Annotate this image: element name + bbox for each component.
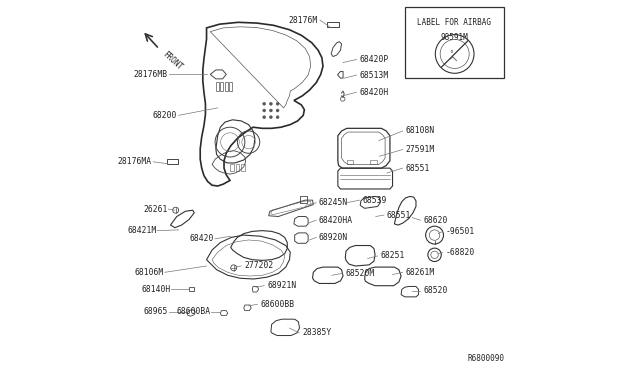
Bar xyxy=(236,164,239,171)
Text: 68420HA: 68420HA xyxy=(319,216,353,225)
Text: LABEL FOR AIRBAG: LABEL FOR AIRBAG xyxy=(417,18,492,27)
Text: 68106M: 68106M xyxy=(134,268,164,277)
Text: 68251: 68251 xyxy=(381,251,405,260)
Text: 68421M: 68421M xyxy=(127,226,156,235)
Text: 277202: 277202 xyxy=(244,262,273,270)
Circle shape xyxy=(276,109,279,112)
Text: 68420: 68420 xyxy=(189,234,214,243)
Bar xyxy=(370,160,376,164)
Text: 68620: 68620 xyxy=(424,216,448,225)
Circle shape xyxy=(276,116,279,119)
Bar xyxy=(230,164,234,171)
Circle shape xyxy=(269,109,273,112)
Text: 68551: 68551 xyxy=(387,211,412,219)
Bar xyxy=(225,82,228,91)
Bar xyxy=(216,82,219,91)
Circle shape xyxy=(269,102,273,105)
Text: 28176MA: 28176MA xyxy=(118,157,152,166)
Text: 68261M: 68261M xyxy=(406,268,435,277)
Text: 28385Y: 28385Y xyxy=(302,328,332,337)
Text: 68245N: 68245N xyxy=(319,198,348,207)
Text: 68920N: 68920N xyxy=(319,233,348,242)
Text: 68108N: 68108N xyxy=(406,126,435,135)
Bar xyxy=(220,82,223,91)
Text: 68600BB: 68600BB xyxy=(260,300,294,309)
Circle shape xyxy=(269,116,273,119)
Text: 68140H: 68140H xyxy=(141,285,170,294)
Circle shape xyxy=(262,116,266,119)
Text: R6800090: R6800090 xyxy=(467,354,504,363)
Text: 68420H: 68420H xyxy=(359,88,388,97)
Text: -96501: -96501 xyxy=(445,227,475,236)
Bar xyxy=(405,7,504,78)
Text: 68520M: 68520M xyxy=(346,269,374,278)
Text: 68520: 68520 xyxy=(424,286,448,295)
Text: 68921N: 68921N xyxy=(267,281,296,290)
Circle shape xyxy=(262,102,266,105)
Text: -68820: -68820 xyxy=(445,248,475,257)
Text: 68551: 68551 xyxy=(406,164,430,173)
Text: 26261: 26261 xyxy=(143,205,168,214)
Bar xyxy=(229,82,232,91)
Bar xyxy=(347,160,353,164)
Text: 68600BA: 68600BA xyxy=(176,307,211,316)
Text: 68513M: 68513M xyxy=(359,71,388,80)
Circle shape xyxy=(262,109,266,112)
Text: ⚬: ⚬ xyxy=(449,49,454,55)
Text: 28176M: 28176M xyxy=(289,16,318,25)
Text: 68200: 68200 xyxy=(152,111,177,120)
Circle shape xyxy=(276,102,279,105)
Text: 98591M: 98591M xyxy=(440,33,468,42)
Text: FRONT: FRONT xyxy=(161,50,184,73)
Bar xyxy=(241,164,245,171)
Text: 68965: 68965 xyxy=(144,307,168,316)
Text: 28176MB: 28176MB xyxy=(133,70,168,79)
Text: 68420P: 68420P xyxy=(359,55,388,64)
Text: 68539: 68539 xyxy=(362,196,387,205)
Text: 27591M: 27591M xyxy=(406,145,435,154)
